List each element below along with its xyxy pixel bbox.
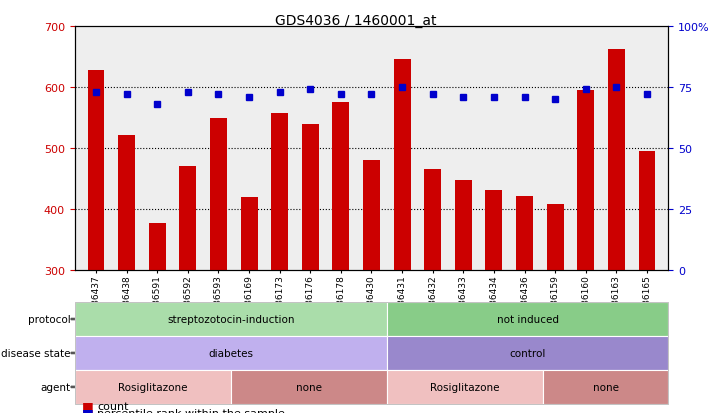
Bar [302, 124, 319, 271]
Text: ■: ■ [82, 399, 94, 413]
Text: disease state: disease state [1, 348, 70, 358]
Text: control: control [510, 348, 546, 358]
Bar [210, 119, 227, 271]
Text: none: none [593, 382, 619, 392]
Bar [608, 50, 625, 271]
Text: none: none [296, 382, 322, 392]
Bar [486, 190, 503, 271]
Text: not induced: not induced [497, 314, 559, 324]
Bar [87, 71, 105, 271]
Bar [179, 167, 196, 271]
Bar [638, 152, 656, 271]
Text: streptozotocin-induction: streptozotocin-induction [167, 314, 294, 324]
Text: Rosiglitazone: Rosiglitazone [118, 382, 188, 392]
Text: agent: agent [41, 382, 70, 392]
Bar [394, 60, 410, 271]
Text: count: count [97, 401, 129, 411]
Bar [577, 91, 594, 271]
Bar [424, 170, 441, 271]
Bar [455, 180, 471, 271]
Text: protocol: protocol [28, 314, 70, 324]
Text: percentile rank within the sample: percentile rank within the sample [97, 408, 285, 413]
Bar [118, 135, 135, 271]
Text: Rosiglitazone: Rosiglitazone [430, 382, 500, 392]
Text: GDS4036 / 1460001_at: GDS4036 / 1460001_at [274, 14, 437, 28]
Bar [516, 196, 533, 271]
Text: diabetes: diabetes [208, 348, 253, 358]
Bar [149, 223, 166, 271]
Bar [240, 197, 257, 271]
Bar [272, 114, 288, 271]
Bar [547, 205, 564, 271]
Bar [333, 103, 349, 271]
Text: ■: ■ [82, 406, 94, 413]
Bar [363, 161, 380, 271]
